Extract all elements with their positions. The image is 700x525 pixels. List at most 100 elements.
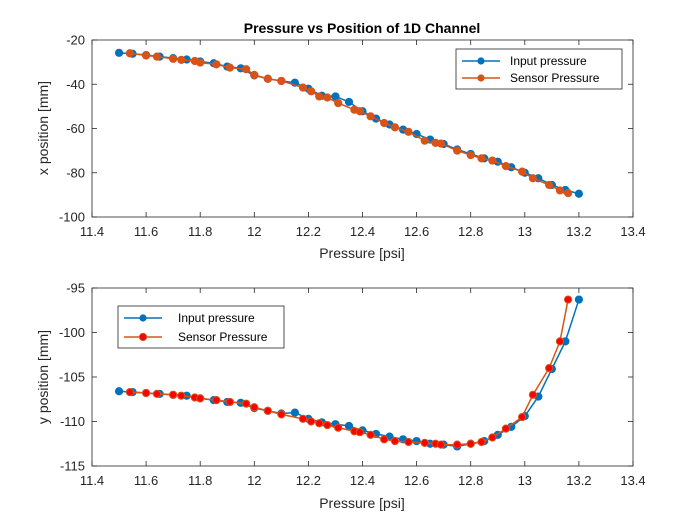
- bottom-sensor-point: [366, 430, 375, 439]
- top-x-tick-label: 12.8: [458, 224, 483, 239]
- bottom-series-group: [114, 295, 584, 451]
- bottom-x-tick-label: 12.4: [350, 473, 375, 488]
- top-sensor-point: [323, 93, 332, 102]
- bottom-sensor-point: [152, 389, 162, 399]
- top-sensor-point: [380, 118, 389, 128]
- top-x-tick-label: 13.2: [566, 224, 591, 239]
- top-sensor-point: [307, 87, 316, 96]
- top-legend-label-input: Input pressure: [510, 54, 587, 68]
- bottom-legend: Input pressure Sensor Pressure: [117, 305, 285, 349]
- top-sensor-point: [152, 52, 162, 61]
- top-input-point: [114, 48, 124, 57]
- top-sensor-point: [169, 54, 178, 63]
- top-input-point: [331, 92, 340, 101]
- bottom-y-tick-label: -115: [60, 459, 85, 474]
- top-legend: Input pressure Sensor Pressure: [455, 48, 623, 90]
- bottom-sensor-point: [250, 403, 259, 412]
- top-y-axis-label: x position [mm]: [35, 81, 51, 175]
- top-sensor-point: [501, 162, 510, 171]
- top-x-tick-label: 11.6: [134, 224, 158, 239]
- bottom-y-axis-label: y position [mm]: [35, 330, 51, 424]
- top-sensor-point: [225, 63, 235, 72]
- top-legend-label-sensor: Sensor Pressure: [510, 71, 600, 85]
- bottom-y-tick-label: -95: [66, 281, 85, 296]
- top-y-tick-label: -100: [59, 210, 85, 225]
- top-sensor-point: [555, 186, 565, 195]
- bottom-y-tick-label: -110: [60, 414, 85, 429]
- bottom-sensor-point: [142, 388, 151, 398]
- top-sensor-point: [545, 180, 554, 190]
- top-sensor-point: [518, 167, 527, 176]
- top-sensor-point: [177, 55, 186, 65]
- top-sensor-point: [212, 60, 221, 69]
- top-x-tick-label: 12.2: [296, 224, 321, 239]
- top-chart: Pressure vs Position of 1D Channel Press…: [35, 20, 646, 261]
- top-x-tick-label: 12.6: [404, 224, 429, 239]
- bottom-input-point: [574, 295, 584, 304]
- bottom-y-tick-label: -100: [59, 325, 85, 340]
- bottom-sensor-point: [404, 437, 413, 447]
- bottom-input-point: [412, 436, 421, 446]
- top-x-tick-label: 13.4: [620, 224, 645, 239]
- top-legend-marker-sensor: [477, 74, 485, 82]
- bottom-legend-marker-sensor: [138, 332, 148, 342]
- bottom-sensor-point: [334, 423, 343, 432]
- top-sensor-point: [420, 136, 429, 145]
- top-sensor-point: [366, 112, 375, 121]
- top-axis-ticks: 11.4 11.6 11.8 12 12.2 12.4 12.6 12.8 13 13.2 13.4…: [59, 33, 646, 240]
- top-chart-title: Pressure vs Position of 1D Channel: [244, 20, 481, 36]
- bottom-sensor-point: [563, 295, 573, 304]
- bottom-sensor-point: [212, 396, 221, 405]
- top-sensor-point: [142, 51, 151, 60]
- top-sensor-point: [466, 150, 475, 160]
- bottom-sensor-point: [501, 424, 510, 433]
- top-x-tick-label: 11.8: [188, 224, 212, 239]
- top-input-point: [344, 97, 354, 107]
- bottom-input-point: [114, 387, 124, 396]
- bottom-x-tick-label: 13.2: [566, 473, 591, 488]
- bottom-sensor-point: [307, 417, 316, 426]
- bottom-x-tick-label: 12.2: [296, 473, 321, 488]
- bottom-x-tick-label: 13: [518, 473, 532, 488]
- bottom-x-tick-label: 13.4: [620, 473, 645, 488]
- bottom-y-tick-label: -105: [59, 370, 85, 385]
- top-sensor-point: [453, 146, 462, 155]
- bottom-x-tick-label: 12: [247, 473, 261, 488]
- bottom-sensor-point: [488, 433, 497, 442]
- top-sensor-point: [242, 65, 251, 74]
- bottom-sensor-point: [323, 420, 332, 430]
- bottom-sensor-point: [518, 412, 527, 422]
- top-x-tick-label: 13: [518, 224, 532, 239]
- bottom-chart: Pressure [psi] y position [mm] 11.4 11.6 1…: [35, 281, 646, 512]
- bottom-x-tick-label: 11.8: [188, 473, 212, 488]
- top-sensor-point: [563, 189, 573, 198]
- bottom-sensor-point: [528, 390, 538, 399]
- bottom-x-tick-label: 12.6: [404, 473, 429, 488]
- top-y-tick-label: -40: [66, 77, 85, 92]
- bottom-sensor-point: [420, 438, 429, 447]
- top-y-tick-label: -80: [66, 165, 85, 180]
- bottom-x-axis-label: Pressure [psi]: [319, 495, 405, 511]
- bottom-sensor-point: [277, 410, 286, 419]
- bottom-sensor-point: [390, 436, 400, 446]
- top-sensor-point: [477, 154, 486, 163]
- top-x-tick-label: 12.4: [350, 224, 375, 239]
- top-sensor-point: [196, 58, 205, 67]
- top-x-axis-label: Pressure [psi]: [319, 245, 405, 261]
- bottom-sensor-point: [125, 388, 134, 397]
- bottom-legend-label-input: Input pressure: [178, 311, 255, 325]
- bottom-axes-box: [91, 287, 634, 467]
- top-sensor-point: [528, 174, 538, 183]
- bottom-sensor-point: [177, 391, 186, 400]
- bottom-sensor-point: [196, 394, 205, 403]
- bottom-sensor-point: [315, 419, 324, 428]
- top-sensor-point: [315, 92, 324, 101]
- top-sensor-point: [355, 107, 364, 116]
- bottom-x-tick-label: 12.8: [458, 473, 483, 488]
- top-sensor-point: [488, 156, 497, 165]
- top-legend-marker-input: [477, 57, 485, 65]
- bottom-legend-box: [117, 305, 285, 349]
- top-legend-box: [455, 48, 623, 90]
- top-sensor-point: [404, 127, 413, 136]
